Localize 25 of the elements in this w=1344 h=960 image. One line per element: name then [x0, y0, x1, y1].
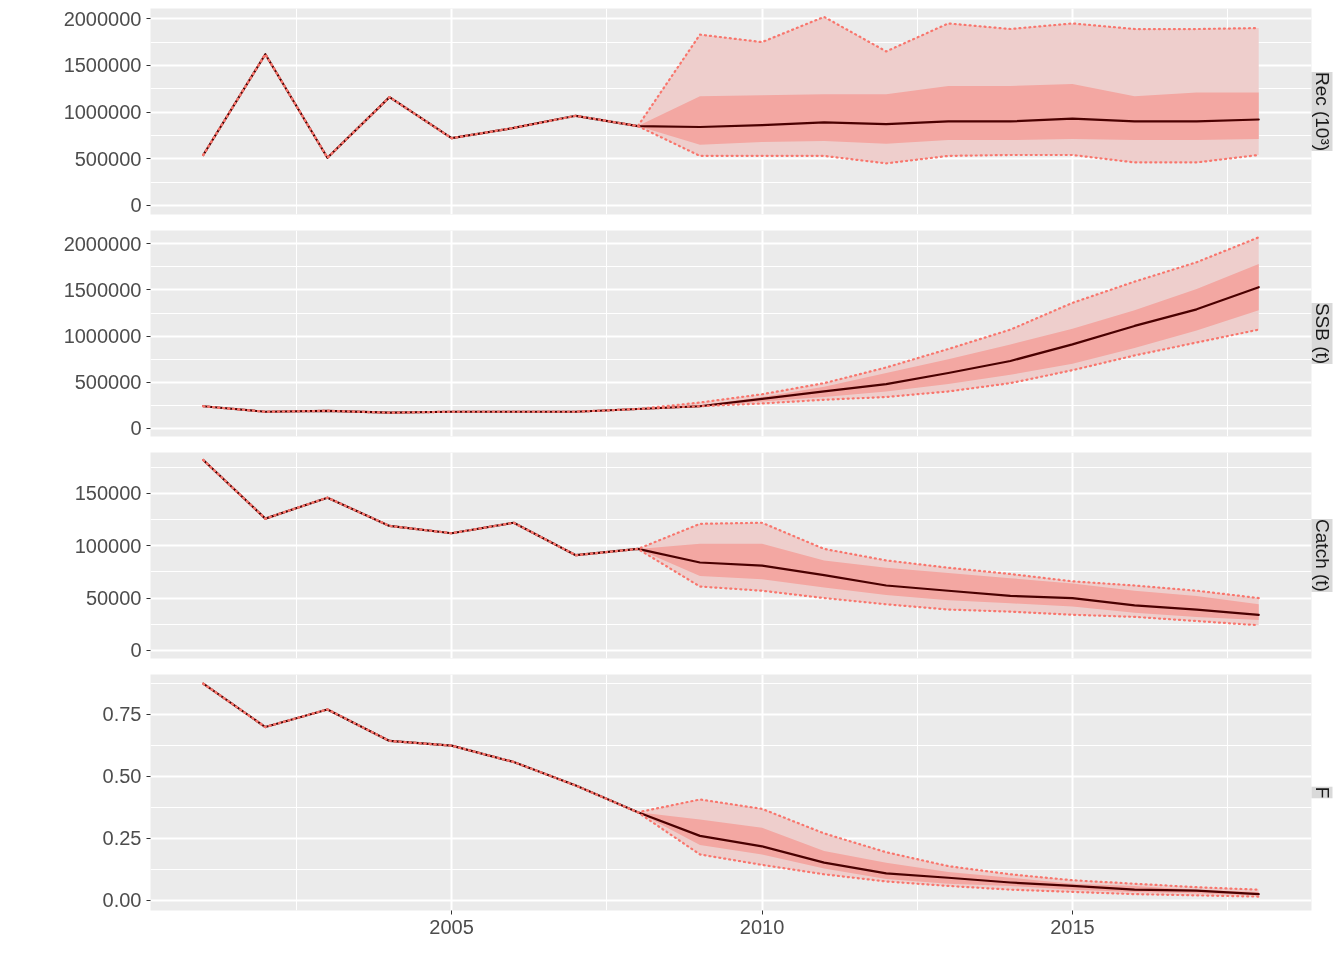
- y-tick-label: 0: [130, 194, 142, 217]
- y-tick-label: 1500000: [63, 278, 142, 301]
- y-tick-label: 0.75: [102, 703, 142, 726]
- y-tick-label: 0.50: [102, 765, 142, 788]
- y-tick-label: 0.00: [102, 889, 142, 912]
- y-tick-label: 500000: [74, 371, 142, 394]
- x-tick-label: 2005: [429, 915, 474, 938]
- y-tick-label: 500000: [74, 147, 142, 170]
- y-tick-label: 50000: [85, 587, 142, 610]
- y-tick-label: 1000000: [63, 325, 142, 348]
- y-tick-label: 100000: [74, 534, 142, 557]
- x-tick-label: 2015: [1050, 915, 1095, 938]
- y-tick-label: 150000: [74, 482, 142, 505]
- text: F: [1311, 786, 1333, 799]
- y-tick-label: 0: [130, 417, 142, 440]
- y-tick-label: 2000000: [63, 7, 142, 30]
- text: Rec (10³): [1311, 71, 1333, 152]
- text: Catch (t): [1311, 519, 1333, 592]
- y-tick-label: 0: [130, 639, 142, 662]
- y-tick-label: 2000000: [63, 232, 142, 255]
- x-tick-label: 2010: [739, 915, 785, 938]
- y-tick-label: 0.25: [102, 827, 142, 850]
- y-tick-label: 1000000: [63, 101, 142, 124]
- text: SSB (t): [1311, 302, 1333, 365]
- y-tick-label: 1500000: [63, 54, 142, 77]
